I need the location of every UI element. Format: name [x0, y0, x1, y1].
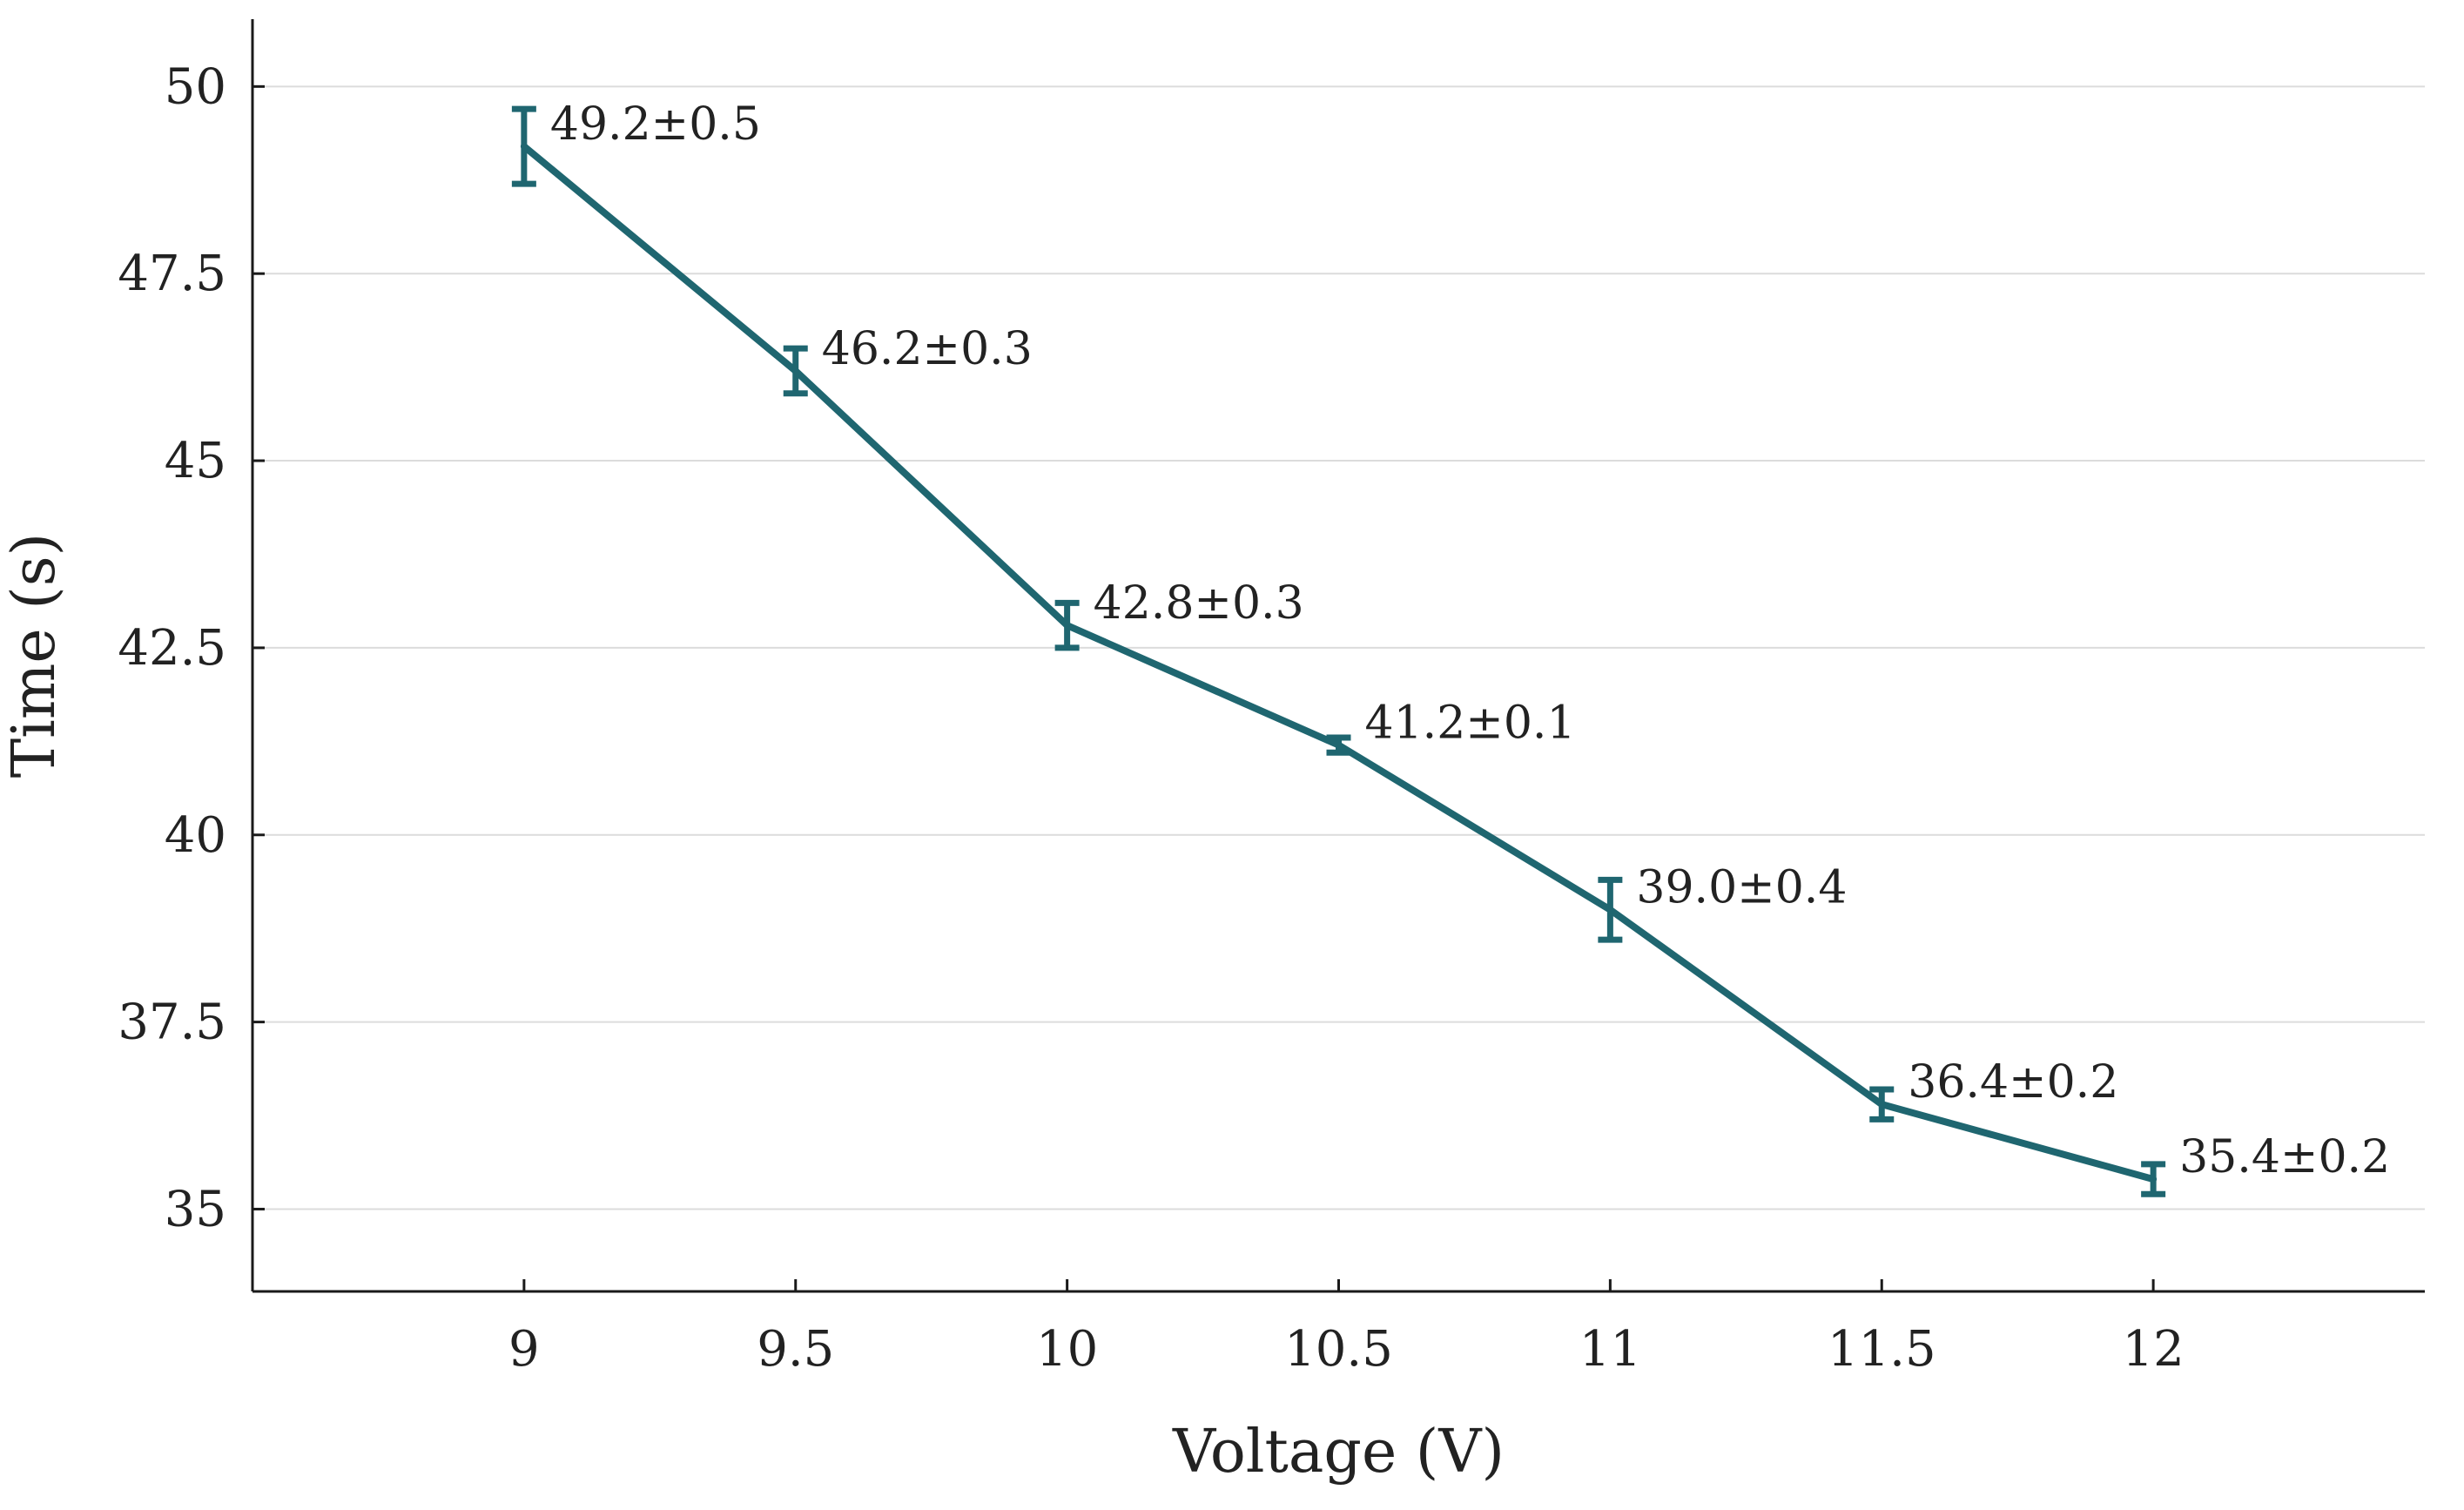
axes — [251, 19, 2425, 1293]
data-label: 36.4±0.2 — [1908, 1056, 2118, 1109]
series-line — [520, 143, 2158, 1183]
y-tick-label: 45 — [165, 433, 226, 489]
gridlines — [252, 85, 2425, 1210]
x-tick-label: 9 — [508, 1321, 540, 1378]
error-bar — [511, 105, 536, 187]
y-axis-title: Time (s) — [0, 533, 69, 778]
series — [511, 105, 2166, 1197]
data-label: 35.4±0.2 — [2179, 1131, 2390, 1183]
data-label: 41.2±0.1 — [1365, 698, 1576, 750]
x-axis-title: Voltage (V) — [1172, 1418, 1505, 1486]
error-bar — [1598, 876, 1623, 943]
tick-labels: 35 37.5 40 42.5 45 47.5 50 9 9.5 10 10.5 11 11.5 12 — [118, 58, 2184, 1378]
error-bar — [1054, 599, 1080, 651]
error-bar — [783, 345, 808, 397]
x-tick-label: 9.5 — [757, 1321, 834, 1378]
x-tick-label: 12 — [2122, 1321, 2184, 1378]
data-label: 49.2±0.5 — [550, 98, 761, 151]
y-tick-label: 47.5 — [118, 246, 226, 302]
x-tick-label: 10 — [1036, 1321, 1098, 1378]
x-tick-label: 11.5 — [1828, 1321, 1936, 1378]
data-label: 39.0±0.4 — [1636, 862, 1847, 914]
error-bar — [1869, 1086, 1895, 1122]
y-tick-label: 37.5 — [118, 994, 226, 1051]
y-tick-label: 50 — [165, 58, 226, 115]
data-label: 46.2±0.3 — [822, 323, 1033, 375]
y-tick-label: 42.5 — [118, 620, 226, 677]
data-labels: 49.2±0.5 46.2±0.3 42.8±0.3 41.2±0.1 39.0±0.4… — [550, 98, 2390, 1183]
axis-titles: Voltage (V) Time (s) — [0, 533, 1505, 1486]
y-tick-label: 40 — [165, 807, 226, 864]
error-bar — [1326, 734, 1351, 756]
data-label: 42.8±0.3 — [1094, 577, 1304, 630]
x-tick-label: 10.5 — [1284, 1321, 1393, 1378]
y-tick-label: 35 — [165, 1181, 226, 1237]
error-bar — [2141, 1161, 2166, 1197]
x-tick-label: 11 — [1579, 1321, 1641, 1378]
